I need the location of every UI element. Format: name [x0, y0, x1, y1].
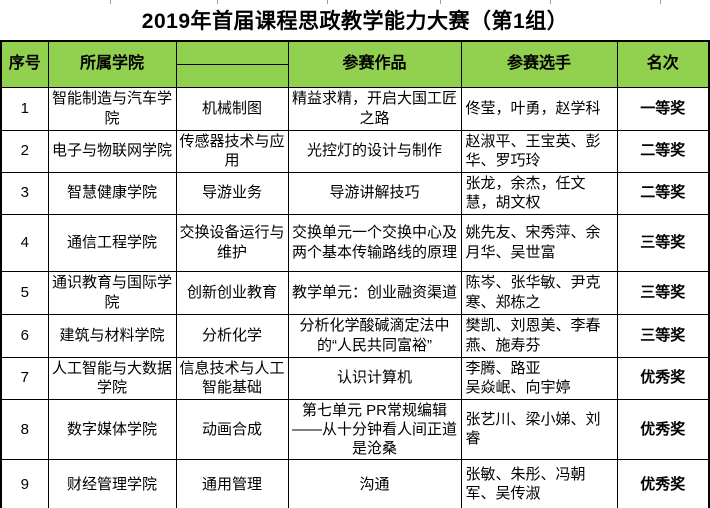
header-rank: 名次 [616, 40, 710, 88]
table-row: 7 人工智能与大数据学院 信息技术与人工智能基础 认识计算机 李腾、路亚 吴焱岷… [0, 356, 710, 400]
cell-players: 张龙，余杰，任文慧，胡文权 [460, 171, 618, 215]
cell-work: 精益求精，开启大国工匠之路 [287, 86, 462, 131]
cell-players: 姚先友、宋秀萍、余月华、吴世富 [460, 213, 618, 272]
cell-college: 智能制造与汽车学院 [47, 86, 177, 131]
cell-course: 机械制图 [175, 86, 289, 131]
cell-college: 建筑与材料学院 [47, 313, 177, 358]
cell-players: 佟莹，叶勇，赵学科 [460, 86, 618, 131]
cell-college: 智慧健康学院 [47, 171, 177, 215]
cell-rank: 优秀奖 [616, 356, 710, 400]
cell-work: 教学单元：创业融资渠道 [287, 270, 462, 315]
cell-rank: 三等奖 [616, 313, 710, 358]
cell-course: 交换设备运行与维护 [175, 213, 289, 272]
cell-no: 2 [0, 129, 49, 173]
cell-college: 数字媒体学院 [47, 398, 177, 461]
cell-players: 陈岑、张华敏、尹克寒、郑栋之 [460, 270, 618, 315]
cell-college: 通识教育与国际学院 [47, 270, 177, 315]
cell-work: 分析化学酸碱滴定法中的“人民共同富裕” [287, 313, 462, 358]
cell-course: 信息技术与人工智能基础 [175, 356, 289, 400]
cell-college: 电子与物联网学院 [47, 129, 177, 173]
cell-no: 5 [0, 270, 49, 315]
table-row: 4 通信工程学院 交换设备运行与维护 交换单元一个交换中心及两个基本传输路线的原… [0, 213, 710, 272]
cell-no: 6 [0, 313, 49, 358]
grid-tick [217, 0, 218, 4]
cell-work: 导游讲解技巧 [287, 171, 462, 215]
cell-players: 张敏、朱彤、冯朝军、吴传淑 [460, 459, 618, 508]
cell-players: 张艺川、梁小娣、刘睿 [460, 398, 618, 461]
table-row: 3 智慧健康学院 导游业务 导游讲解技巧 张龙，余杰，任文慧，胡文权 二等奖 [0, 171, 710, 215]
cell-college: 财经管理学院 [47, 459, 177, 508]
grid-tick [327, 0, 328, 4]
cell-course: 动画合成 [175, 398, 289, 461]
header-course-bottom [175, 63, 289, 88]
cell-players: 李腾、路亚 吴焱岷、向宇婷 [460, 356, 618, 400]
header-course-top [175, 40, 289, 65]
cell-college: 通信工程学院 [47, 213, 177, 272]
table-row: 8 数字媒体学院 动画合成 第七单元 PR常规编辑——从十分钟看人间正道是沧桑 … [0, 398, 710, 461]
cell-work: 光控灯的设计与制作 [287, 129, 462, 173]
cell-work: 交换单元一个交换中心及两个基本传输路线的原理 [287, 213, 462, 272]
table-row: 6 建筑与材料学院 分析化学 分析化学酸碱滴定法中的“人民共同富裕” 樊凯、刘恩… [0, 313, 710, 358]
table-row: 1 智能制造与汽车学院 机械制图 精益求精，开启大国工匠之路 佟莹，叶勇，赵学科… [0, 86, 710, 131]
cell-course: 通用管理 [175, 459, 289, 508]
grid-tick [440, 0, 441, 4]
award-table: 序号 所属学院 参赛作品 参赛选手 名次 1 智能制造与汽车学院 机械制图 精益… [0, 40, 710, 508]
header-no: 序号 [0, 40, 49, 88]
cell-rank: 优秀奖 [616, 459, 710, 508]
cell-course: 分析化学 [175, 313, 289, 358]
cell-work: 第七单元 PR常规编辑——从十分钟看人间正道是沧桑 [287, 398, 462, 461]
table-row: 2 电子与物联网学院 传感器技术与应用 光控灯的设计与制作 赵淑平、王宝英、彭华… [0, 129, 710, 173]
cell-no: 3 [0, 171, 49, 215]
grid-tick [550, 0, 551, 4]
table-row: 9 财经管理学院 通用管理 沟通 张敏、朱彤、冯朝军、吴传淑 优秀奖 [0, 459, 710, 508]
cell-no: 4 [0, 213, 49, 272]
cell-work: 沟通 [287, 459, 462, 508]
cell-rank: 二等奖 [616, 171, 710, 215]
cell-work: 认识计算机 [287, 356, 462, 400]
header-work: 参赛作品 [287, 40, 462, 88]
cell-no: 8 [0, 398, 49, 461]
cell-rank: 二等奖 [616, 129, 710, 173]
cell-players: 樊凯、刘恩美、李春燕、施寿芬 [460, 313, 618, 358]
cell-college: 人工智能与大数据学院 [47, 356, 177, 400]
cell-no: 7 [0, 356, 49, 400]
table-row: 5 通识教育与国际学院 创新创业教育 教学单元：创业融资渠道 陈岑、张华敏、尹克… [0, 270, 710, 315]
cell-course: 创新创业教育 [175, 270, 289, 315]
cell-rank: 三等奖 [616, 270, 710, 315]
cell-no: 1 [0, 86, 49, 131]
sheet-grid-remnant [0, 0, 710, 4]
header-players: 参赛选手 [460, 40, 618, 88]
cell-rank: 三等奖 [616, 213, 710, 272]
header-college: 所属学院 [47, 40, 177, 88]
grid-tick [110, 0, 111, 4]
cell-players: 赵淑平、王宝英、彭华、罗巧玲 [460, 129, 618, 173]
grid-tick [660, 0, 661, 4]
cell-no: 9 [0, 459, 49, 508]
cell-course: 传感器技术与应用 [175, 129, 289, 173]
cell-rank: 一等奖 [616, 86, 710, 131]
page-title: 2019年首届课程思政教学能力大赛（第1组） [141, 10, 569, 33]
cell-rank: 优秀奖 [616, 398, 710, 461]
cell-course: 导游业务 [175, 171, 289, 215]
